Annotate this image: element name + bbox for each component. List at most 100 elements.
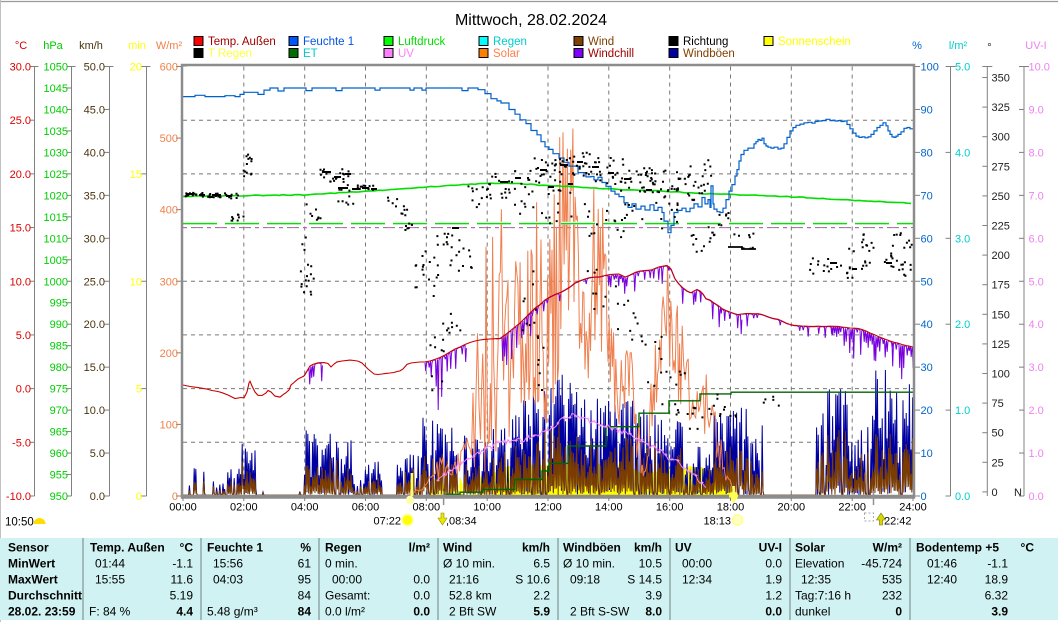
svg-text:535: 535 [882, 573, 902, 587]
svg-text:dunkel: dunkel [795, 605, 830, 619]
svg-text:2.2: 2.2 [533, 589, 550, 603]
svg-text:5.48 g/m³: 5.48 g/m³ [207, 605, 258, 619]
svg-text:Solar: Solar [493, 48, 520, 60]
svg-text:0.0: 0.0 [765, 557, 782, 571]
svg-text:km/h: km/h [79, 40, 103, 52]
svg-text:35.0: 35.0 [84, 190, 105, 202]
svg-text:500: 500 [160, 133, 178, 145]
svg-text:Durchschnitt: Durchschnitt [8, 589, 82, 603]
svg-text:15:56: 15:56 [213, 557, 243, 571]
svg-text:0.0: 0.0 [16, 384, 31, 396]
svg-text:0 min.: 0 min. [325, 557, 358, 571]
svg-text:50: 50 [992, 428, 1004, 440]
svg-text:Regen: Regen [493, 36, 527, 48]
svg-text:40: 40 [921, 319, 933, 331]
svg-text:1015: 1015 [44, 212, 68, 224]
svg-text:04:03: 04:03 [213, 573, 243, 587]
svg-text:1035: 1035 [44, 126, 68, 138]
svg-text:1050: 1050 [44, 62, 68, 74]
svg-text:175: 175 [992, 280, 1010, 292]
svg-text:UV: UV [675, 541, 692, 555]
svg-text:-5.0: -5.0 [12, 437, 31, 449]
svg-text:3.0: 3.0 [1029, 362, 1044, 374]
svg-text:1005: 1005 [44, 255, 68, 267]
svg-text:°: ° [987, 42, 991, 54]
svg-text:985: 985 [50, 341, 68, 353]
svg-text:25.0: 25.0 [10, 115, 31, 127]
svg-text:10:00: 10:00 [473, 502, 501, 514]
svg-text:14:00: 14:00 [595, 502, 623, 514]
svg-text:100: 100 [160, 419, 178, 431]
svg-text:25.0: 25.0 [84, 276, 105, 288]
svg-text:40.0: 40.0 [84, 147, 105, 159]
svg-text:30.0: 30.0 [10, 62, 31, 74]
svg-text:84: 84 [298, 605, 312, 619]
svg-text:5.0: 5.0 [955, 62, 970, 74]
svg-text:S 14.5: S 14.5 [627, 573, 662, 587]
svg-text:1025: 1025 [44, 169, 68, 181]
svg-text:MinWert: MinWert [8, 557, 55, 571]
svg-text:S 10.6: S 10.6 [515, 573, 550, 587]
svg-text:8.0: 8.0 [1029, 147, 1044, 159]
svg-text:5.19: 5.19 [170, 589, 194, 603]
svg-text:600: 600 [160, 62, 178, 74]
svg-text:W/m²: W/m² [156, 40, 183, 52]
svg-text:12:40: 12:40 [927, 573, 957, 587]
svg-text:6.0: 6.0 [1029, 233, 1044, 245]
svg-text:Tag:7:16 h: Tag:7:16 h [795, 589, 851, 603]
svg-text:975: 975 [50, 384, 68, 396]
svg-text:955: 955 [50, 470, 68, 482]
svg-text:Ø 10 min.: Ø 10 min. [443, 557, 495, 571]
svg-text:l/m²: l/m² [409, 541, 430, 555]
svg-text:UV-I: UV-I [759, 541, 782, 555]
svg-text:350: 350 [992, 73, 1010, 85]
svg-text:Mittwoch, 28.02.2024: Mittwoch, 28.02.2024 [455, 12, 607, 29]
svg-text:22:00: 22:00 [838, 502, 866, 514]
svg-text:10:50: 10:50 [5, 517, 34, 529]
svg-text:%: % [912, 40, 922, 52]
svg-text:4.0: 4.0 [1029, 319, 1044, 331]
svg-text:Ø 10 min.: Ø 10 min. [563, 557, 615, 571]
svg-text:80: 80 [921, 147, 933, 159]
svg-text:1040: 1040 [44, 104, 68, 116]
svg-text:1010: 1010 [44, 233, 68, 245]
svg-text:965: 965 [50, 427, 68, 439]
svg-text:Wind: Wind [588, 36, 614, 48]
svg-text:-1.1: -1.1 [987, 557, 1008, 571]
svg-text:0.0: 0.0 [765, 605, 782, 619]
svg-text:200: 200 [160, 348, 178, 360]
svg-text:5.9: 5.9 [533, 605, 550, 619]
svg-text:02:00: 02:00 [230, 502, 258, 514]
svg-text:50: 50 [921, 276, 933, 288]
svg-text:1.2: 1.2 [765, 589, 782, 603]
svg-text:20: 20 [130, 62, 142, 74]
svg-text:1.0: 1.0 [955, 405, 970, 417]
svg-text:970: 970 [50, 405, 68, 417]
svg-text:12:35: 12:35 [801, 573, 831, 587]
svg-text:Wind: Wind [443, 541, 472, 555]
svg-text:Windchill: Windchill [588, 48, 634, 60]
svg-text:60: 60 [921, 233, 933, 245]
svg-text:15: 15 [130, 169, 142, 181]
svg-text:0.0: 0.0 [413, 589, 430, 603]
svg-text:6.5: 6.5 [533, 557, 550, 571]
svg-text:1045: 1045 [44, 83, 68, 95]
svg-text:95: 95 [298, 573, 312, 587]
svg-text:24:00: 24:00 [899, 502, 927, 514]
svg-text:15.0: 15.0 [84, 362, 105, 374]
svg-text:-45.724: -45.724 [861, 557, 902, 571]
svg-text:10: 10 [130, 276, 142, 288]
svg-text:Temp. Außen: Temp. Außen [90, 541, 165, 555]
svg-text:18:13: 18:13 [703, 516, 731, 528]
svg-text:0: 0 [992, 487, 998, 499]
svg-text:Sonnenschein: Sonnenschein [778, 36, 851, 48]
svg-text:°C: °C [1021, 541, 1035, 555]
svg-text:70: 70 [921, 190, 933, 202]
svg-text:km/h: km/h [522, 541, 550, 555]
svg-text:84: 84 [298, 589, 312, 603]
svg-text:Gesamt:: Gesamt: [325, 589, 370, 603]
svg-text:15:55: 15:55 [95, 573, 125, 587]
svg-text:100: 100 [921, 62, 939, 74]
svg-text:00:00: 00:00 [169, 502, 197, 514]
svg-text:20:00: 20:00 [778, 502, 806, 514]
